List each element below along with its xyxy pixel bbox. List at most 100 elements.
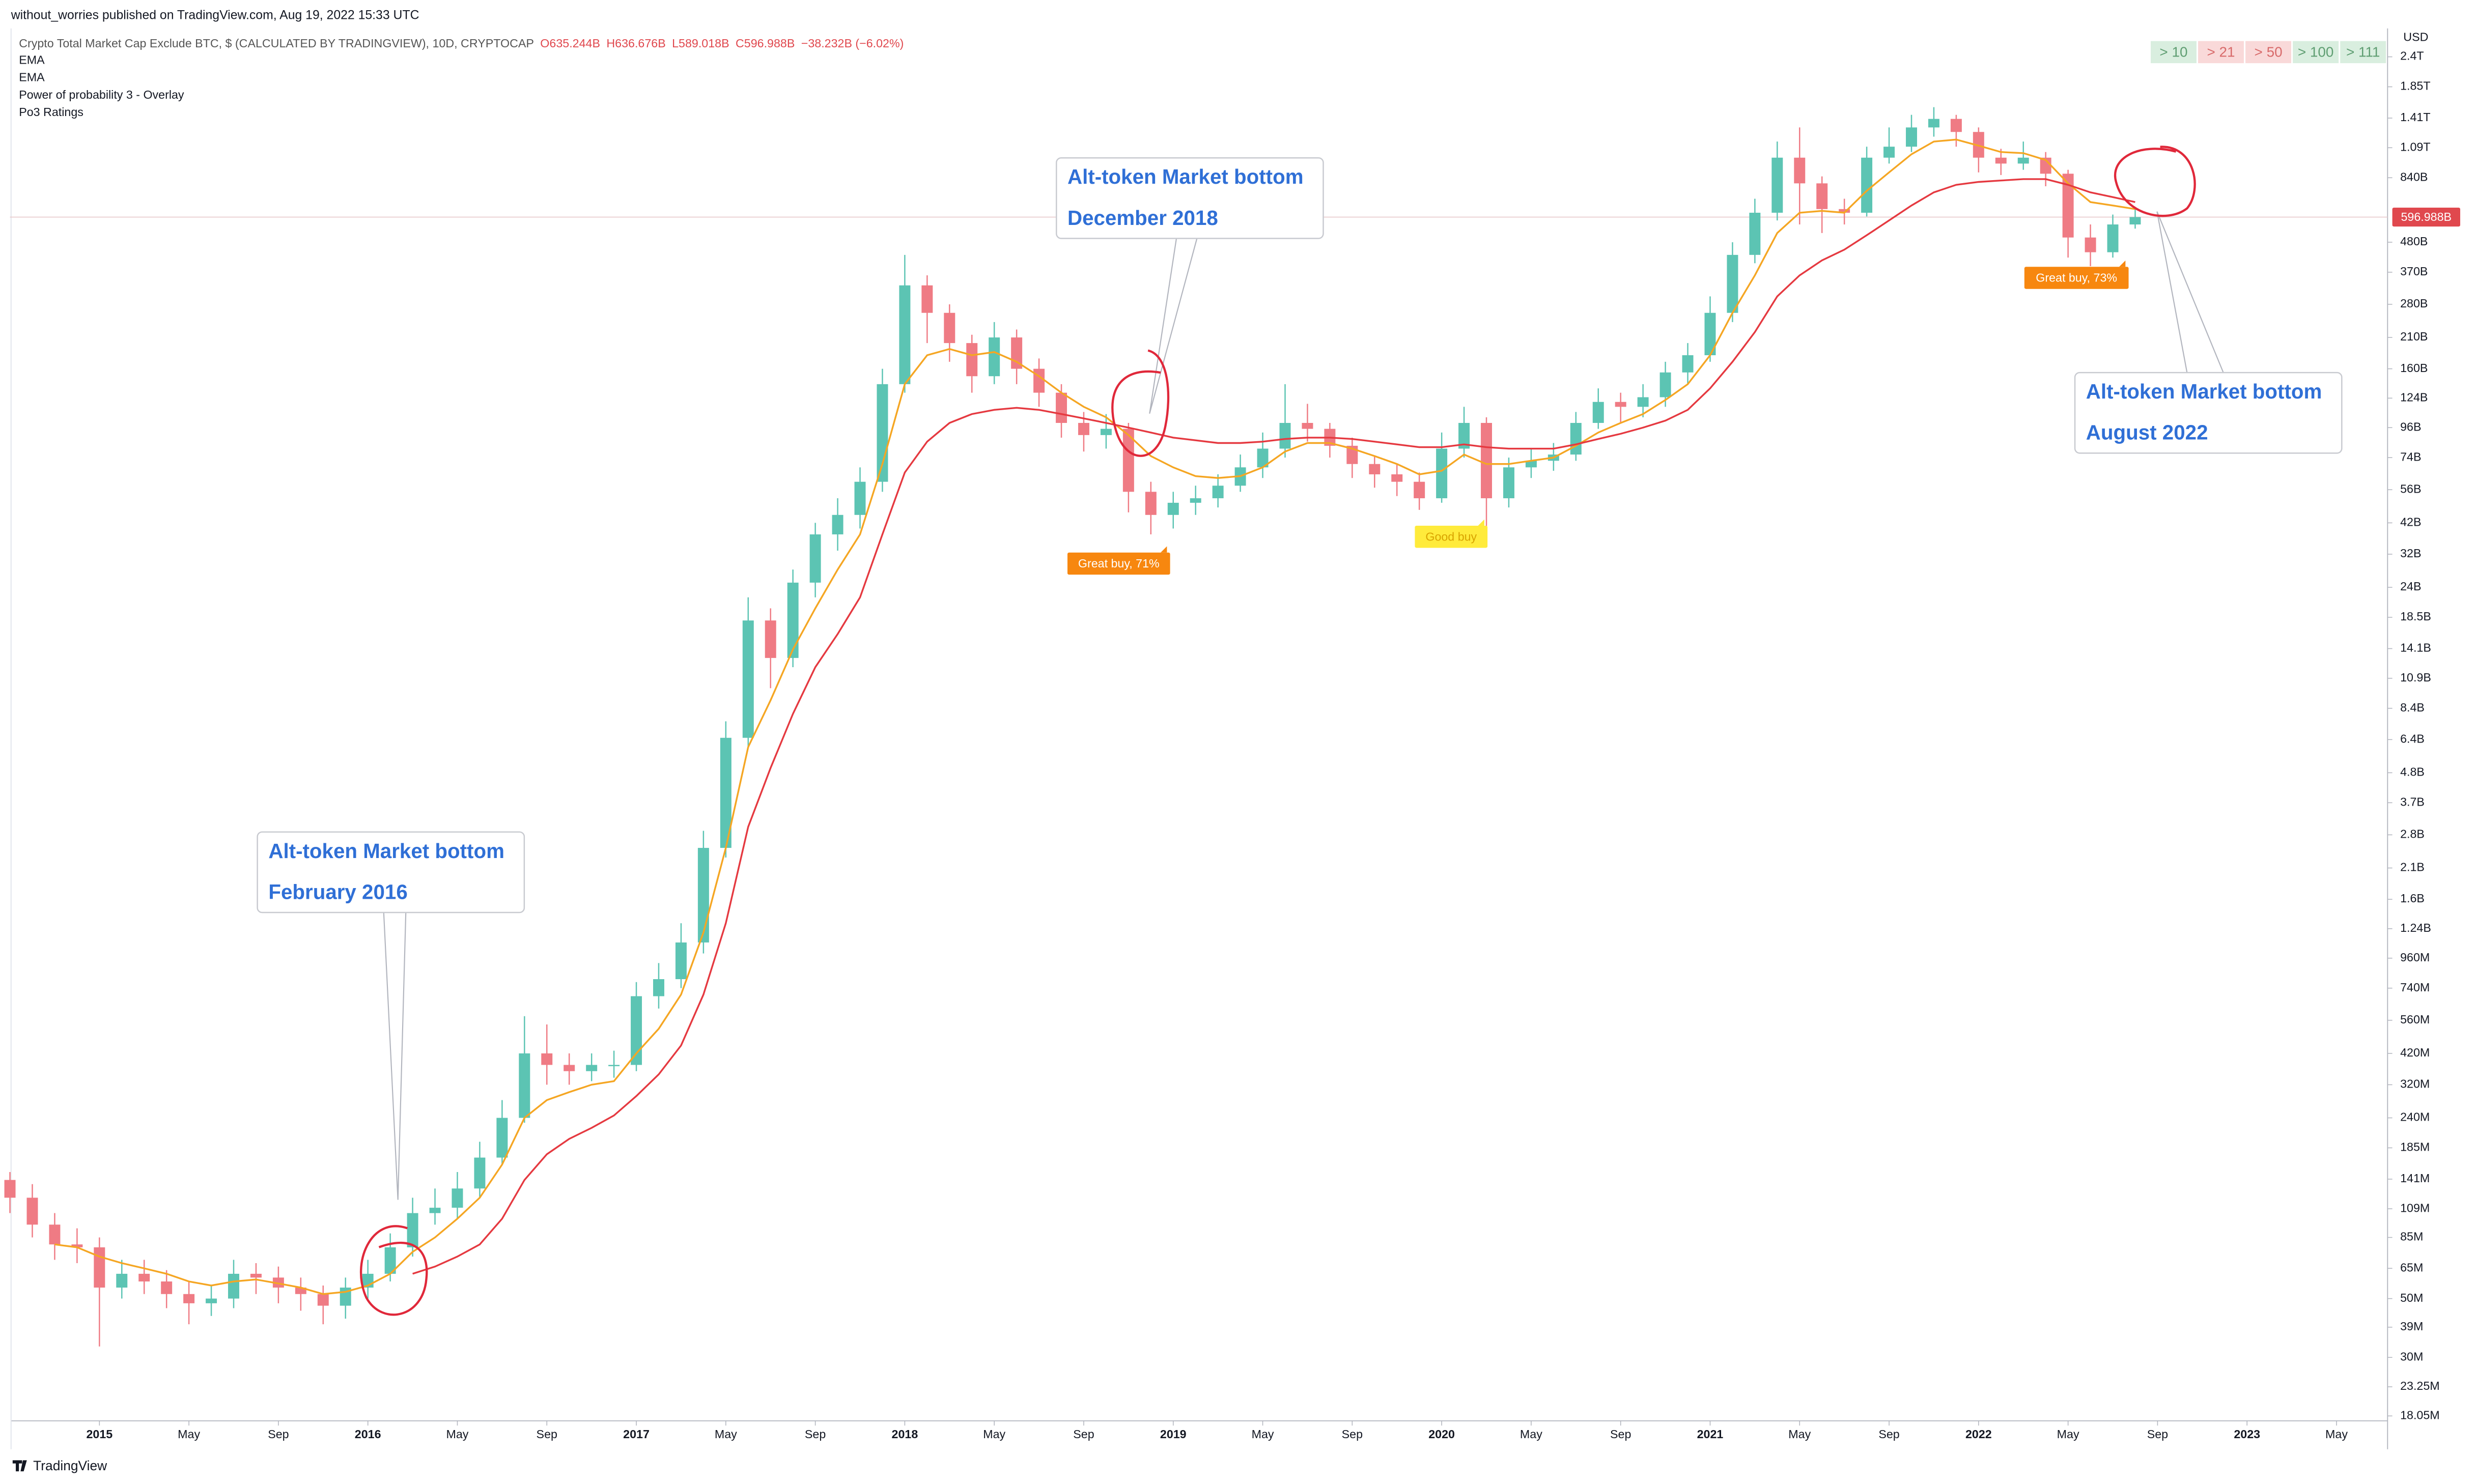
candle-body bbox=[317, 1294, 329, 1306]
x-tick-label: 2021 bbox=[1697, 1428, 1724, 1441]
y-tick-label: 18.05M bbox=[2400, 1408, 2440, 1421]
candle-body bbox=[138, 1273, 150, 1282]
y-tick-label: 1.09T bbox=[2400, 140, 2430, 153]
signal-pointer bbox=[1161, 546, 1167, 553]
candle-body bbox=[1950, 119, 1962, 132]
candle-body bbox=[161, 1281, 173, 1294]
rating-label: > 10 bbox=[2159, 44, 2187, 60]
candle-body bbox=[228, 1273, 239, 1299]
candle-body bbox=[94, 1247, 105, 1288]
signal-box bbox=[1067, 552, 1170, 575]
y-tick-label: 39M bbox=[2400, 1320, 2423, 1333]
x-tick-label: Sep bbox=[1342, 1428, 1363, 1441]
candle-body bbox=[1749, 213, 1761, 255]
y-tick-label: 1.85T bbox=[2400, 79, 2430, 93]
x-tick-label: 2023 bbox=[2234, 1428, 2260, 1441]
y-tick-label: 32B bbox=[2400, 547, 2421, 560]
x-tick-label: May bbox=[2325, 1428, 2348, 1441]
candle-body bbox=[1771, 157, 1783, 213]
y-tick-label: 42B bbox=[2400, 516, 2421, 529]
callout-box bbox=[2074, 372, 2343, 454]
candle-body bbox=[1861, 157, 1873, 213]
x-tick-label: Sep bbox=[1073, 1428, 1094, 1441]
y-tick-label: 3.7B bbox=[2400, 795, 2425, 808]
candle-body bbox=[1592, 402, 1604, 423]
y-tick-label: 4.8B bbox=[2400, 765, 2425, 779]
x-tick-label: May bbox=[1788, 1428, 1811, 1441]
callout: Alt-token Market bottom December 2018 bbox=[1056, 157, 1324, 414]
candle-body bbox=[1995, 157, 2007, 164]
candle-body bbox=[921, 285, 933, 313]
candle-body bbox=[1615, 402, 1626, 407]
published-note: without_worries published on TradingView… bbox=[11, 9, 419, 22]
rating-badge bbox=[2340, 41, 2386, 64]
x-tick-label: May bbox=[715, 1428, 737, 1441]
y-tick-label: 18.5B bbox=[2400, 610, 2431, 623]
candle-body bbox=[653, 979, 664, 996]
x-tick-label: Sep bbox=[537, 1428, 557, 1441]
callout: Alt-token Market bottom August 2022 bbox=[2074, 211, 2343, 454]
x-tick-label: 2018 bbox=[892, 1428, 918, 1441]
y-tick-label: 30M bbox=[2400, 1350, 2423, 1363]
candle-body bbox=[2017, 157, 2029, 164]
y-tick-label: 14.1B bbox=[2400, 641, 2431, 654]
legend-indicator: Power of probability 3 - Overlay bbox=[19, 88, 184, 101]
callout-line: Alt-token Market bottom bbox=[268, 839, 504, 863]
candle-body bbox=[989, 337, 1000, 377]
candle-body bbox=[877, 384, 888, 482]
callout: Alt-token Market bottom February 2016 bbox=[257, 831, 525, 1200]
ema-line bbox=[54, 138, 2135, 1295]
candle-body bbox=[71, 1244, 83, 1247]
callout-line: Alt-token Market bottom bbox=[2086, 380, 2322, 403]
candle-body bbox=[832, 515, 843, 535]
x-tick-label: Sep bbox=[268, 1428, 289, 1441]
price-tag bbox=[2392, 207, 2460, 227]
chart-title: Crypto Total Market Cap Exclude BTC, $ (… bbox=[19, 37, 534, 50]
y-tick-label: 560M bbox=[2400, 1013, 2430, 1026]
y-tick-label: 1.41T bbox=[2400, 110, 2430, 124]
callout-line: February 2016 bbox=[268, 880, 407, 903]
candle-body bbox=[4, 1180, 16, 1198]
y-tick-label: 840B bbox=[2400, 170, 2428, 183]
y-tick-label: 210B bbox=[2400, 330, 2428, 343]
candle-body bbox=[1436, 448, 1448, 499]
y-tick-label: 23.25M bbox=[2400, 1379, 2440, 1392]
y-tick-label: 480B bbox=[2400, 235, 2428, 248]
candle-body bbox=[2129, 217, 2141, 225]
candle-body bbox=[1839, 209, 1850, 213]
candle-body bbox=[1190, 498, 1201, 503]
y-tick-label: 74B bbox=[2400, 450, 2421, 463]
ohlc-change: −38.232B (−6.02%) bbox=[801, 37, 904, 50]
candle-body bbox=[1122, 429, 1134, 492]
y-tick-label: 740M bbox=[2400, 981, 2430, 994]
signal-pointer bbox=[2119, 260, 2126, 267]
x-tick-label: 2017 bbox=[623, 1428, 650, 1441]
candle-body bbox=[1369, 464, 1381, 475]
rating-label: > 50 bbox=[2255, 44, 2283, 60]
candle-body bbox=[407, 1213, 418, 1247]
candle-body bbox=[116, 1273, 128, 1288]
y-tick-label: 124B bbox=[2400, 390, 2428, 404]
candle-body bbox=[944, 312, 955, 344]
candle-body bbox=[1056, 392, 1067, 423]
y-tick-label: 185M bbox=[2400, 1140, 2430, 1154]
candle-body bbox=[1928, 119, 1939, 128]
x-tick-label: Sep bbox=[805, 1428, 826, 1441]
candle-body bbox=[206, 1298, 217, 1303]
candle-body bbox=[272, 1277, 284, 1288]
hand-drawn-circle bbox=[1111, 349, 1170, 457]
candle-body bbox=[787, 582, 799, 658]
y-tick-label: 240M bbox=[2400, 1110, 2430, 1124]
logo-icon bbox=[12, 1460, 27, 1472]
y-tick-label: 1.6B bbox=[2400, 892, 2425, 905]
signal-box bbox=[2024, 267, 2129, 289]
candle-body bbox=[250, 1273, 262, 1278]
candle-body bbox=[474, 1157, 486, 1189]
candle-body bbox=[564, 1065, 575, 1071]
candle-body bbox=[1279, 423, 1291, 449]
candle-body bbox=[2085, 237, 2096, 252]
rating-badge bbox=[2198, 41, 2244, 64]
candle-body bbox=[1704, 312, 1716, 355]
candle-body bbox=[966, 343, 978, 377]
candle-body bbox=[452, 1188, 463, 1208]
